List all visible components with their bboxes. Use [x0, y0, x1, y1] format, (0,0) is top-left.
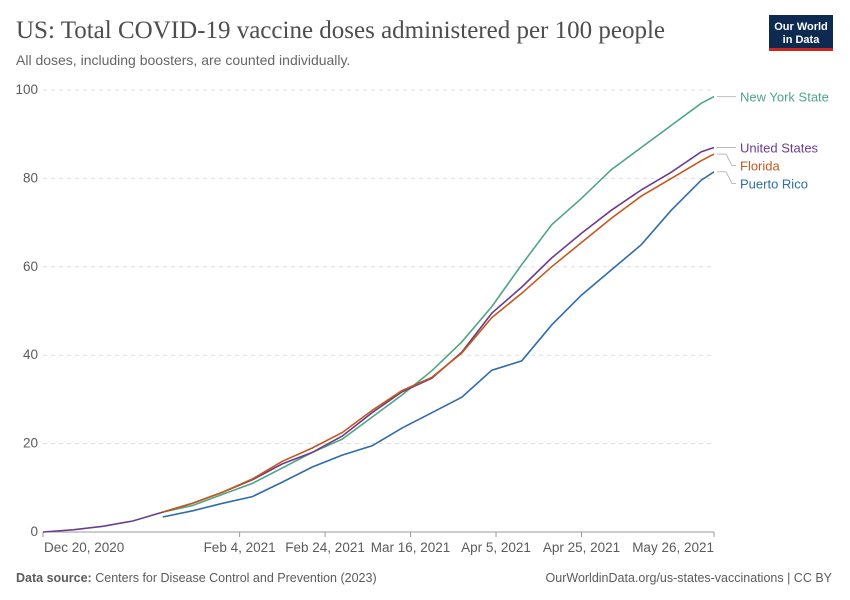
source-url[interactable]: OurWorldinData.org/us-states-vaccination… [546, 571, 833, 585]
series-line [42, 146, 715, 533]
legend-label: New York State [740, 90, 829, 105]
y-tick-label: 100 [15, 82, 38, 97]
series-line [162, 153, 715, 513]
series-line [162, 171, 715, 518]
y-tick-label: 80 [23, 170, 38, 185]
x-tick-label: May 26, 2021 [632, 540, 714, 555]
chart-subtitle: All doses, including boosters, are count… [16, 52, 350, 68]
logo-underline [769, 48, 833, 51]
y-tick-label: 0 [30, 524, 38, 539]
x-tick-label: Apr 25, 2021 [543, 540, 620, 555]
legend-label: Florida [740, 158, 781, 173]
y-tick-label: 40 [23, 347, 38, 362]
y-tick-label: 20 [23, 436, 38, 451]
source: Data source: Centers for Disease Control… [16, 571, 377, 585]
logo-text: in Data [783, 34, 821, 46]
label-connector [717, 153, 736, 166]
logo[interactable] [769, 15, 833, 51]
series-line [162, 95, 715, 513]
source-text: Centers for Disease Control and Preventi… [95, 571, 376, 585]
x-tick-label: Mar 16, 2021 [371, 540, 451, 555]
y-tick-label: 60 [23, 259, 38, 274]
legend-label: Puerto Rico [740, 176, 808, 191]
chart-title: US: Total COVID-19 vaccine doses adminis… [16, 17, 665, 44]
x-tick-label: Apr 5, 2021 [461, 540, 531, 555]
logo-text: Our World [774, 21, 828, 33]
source-label: Data source: [16, 571, 92, 585]
x-tick-label: Feb 24, 2021 [285, 540, 365, 555]
label-connector [717, 171, 736, 184]
legend-label: United States [740, 140, 819, 155]
x-tick-label: Dec 20, 2020 [44, 540, 124, 555]
x-tick-label: Feb 4, 2021 [204, 540, 276, 555]
